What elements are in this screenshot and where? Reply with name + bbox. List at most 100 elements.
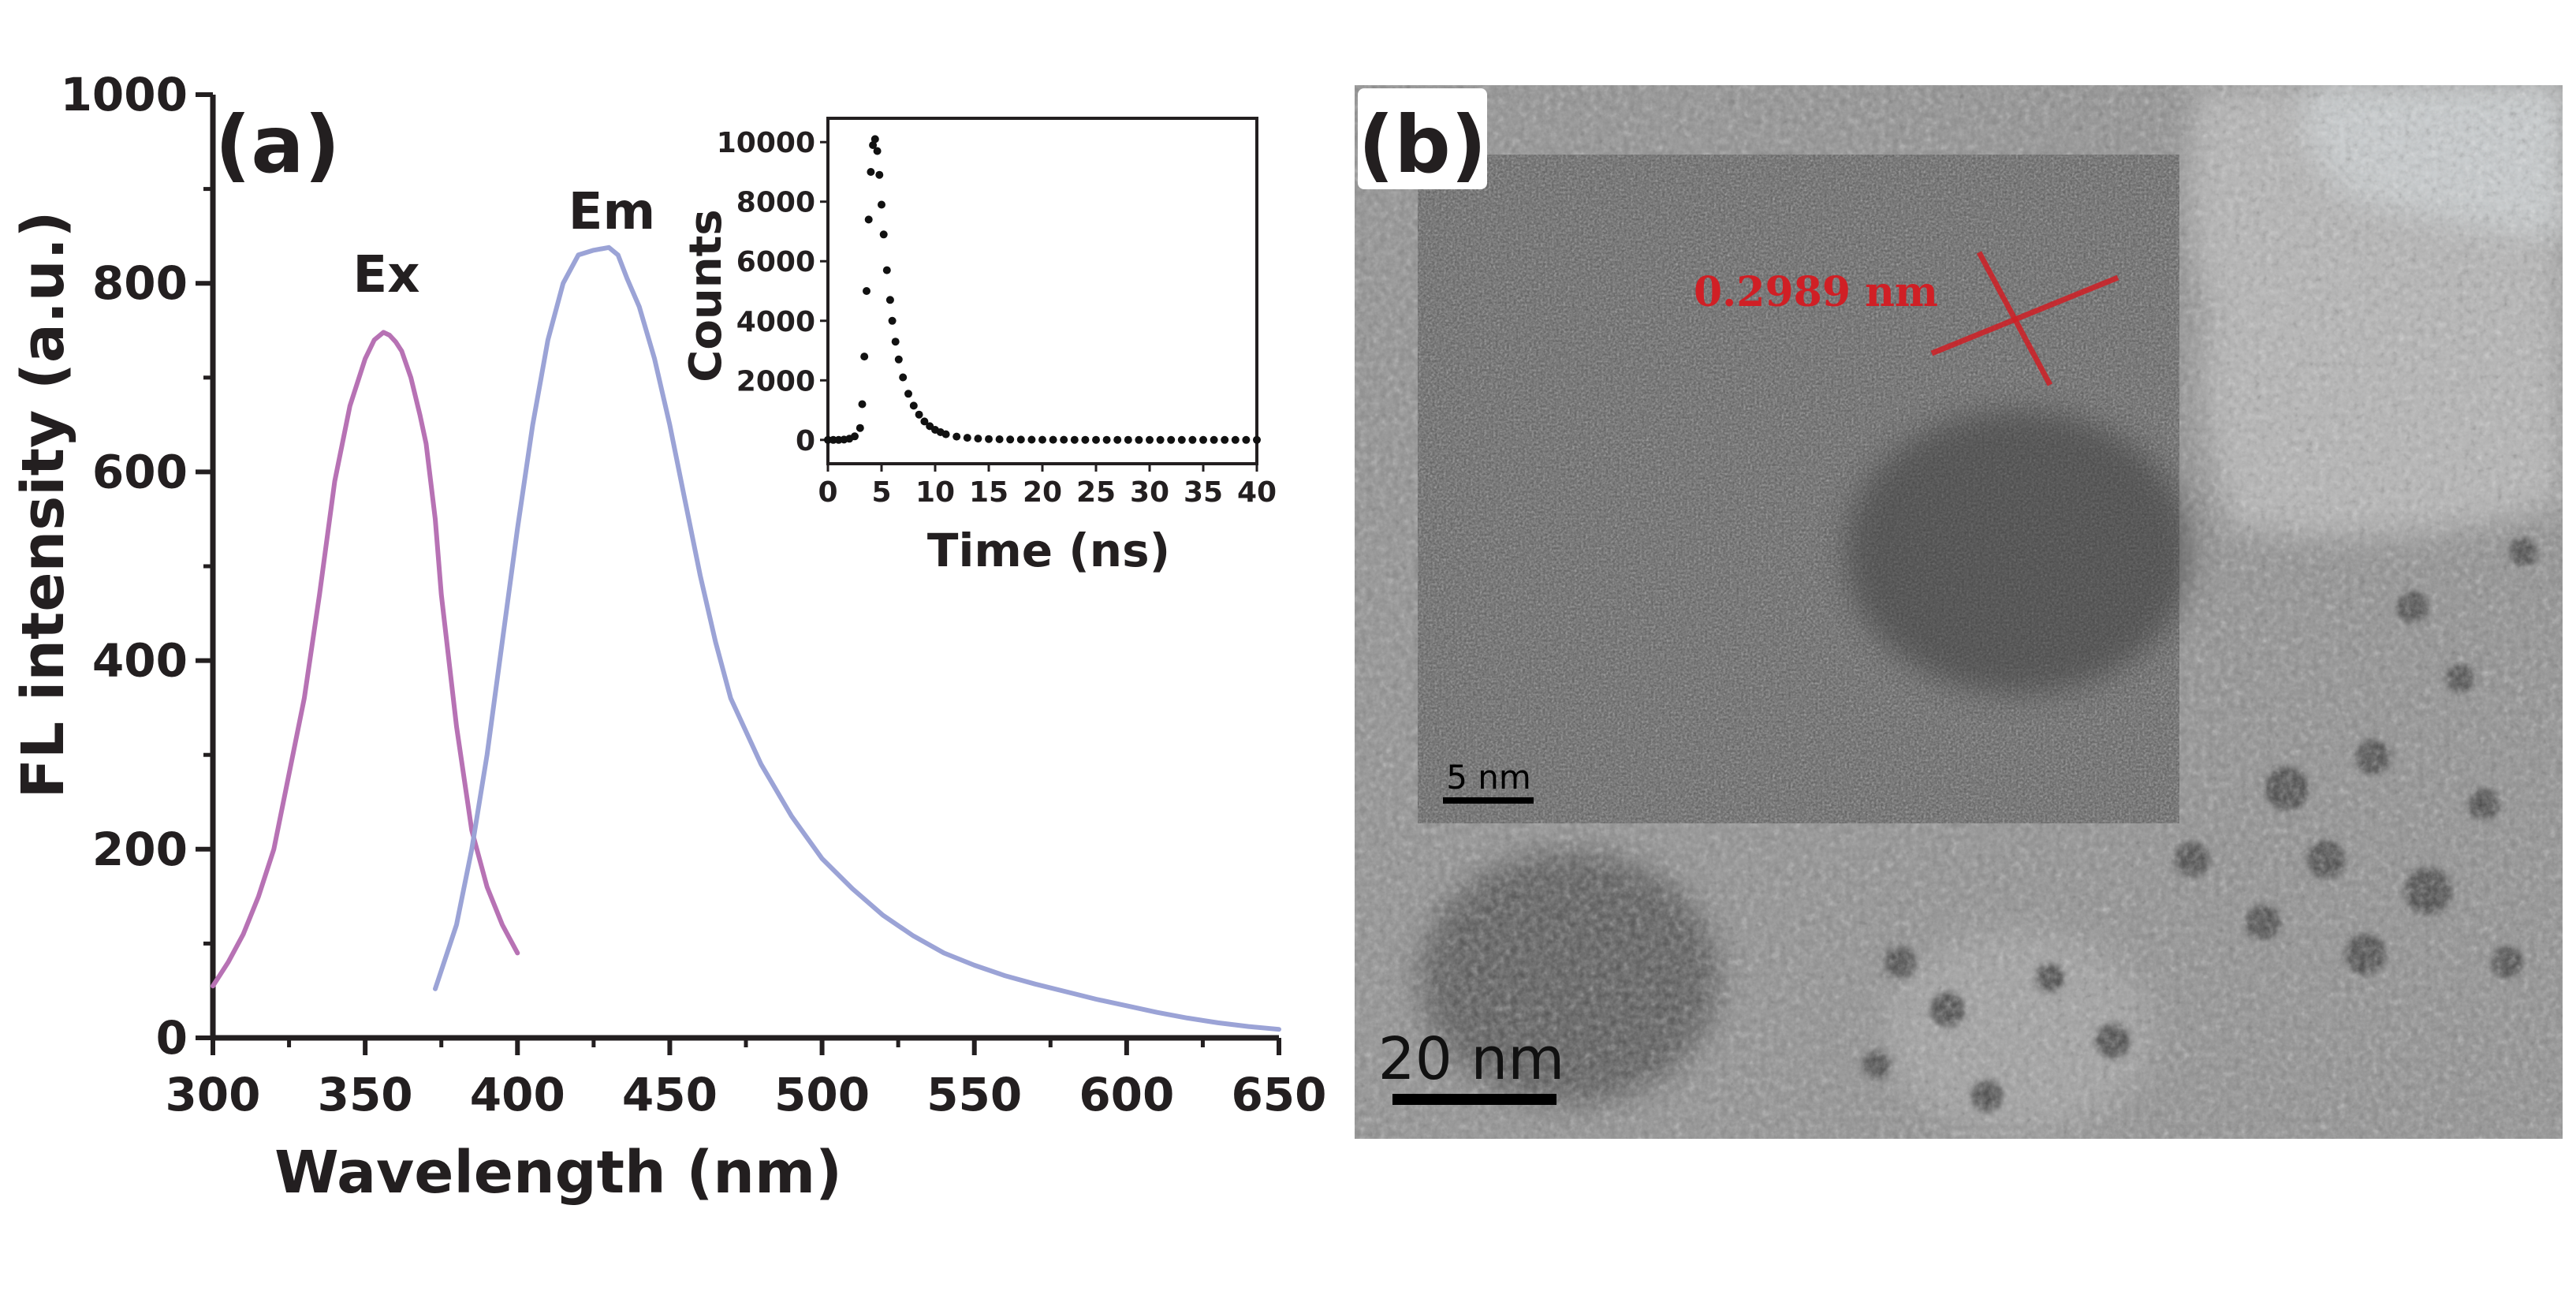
inset-x-axis-label: Time (ns) bbox=[927, 524, 1170, 577]
inset-y-axis-label: Counts bbox=[680, 209, 732, 382]
tem-micrograph: 5 nm 0.2989 nm 20 nm (b) bbox=[1355, 85, 2563, 1139]
inset-y-tick-label: 2000 bbox=[736, 365, 815, 397]
inset-x-tick-label: 10 bbox=[915, 476, 955, 509]
inset-x-tick-label: 30 bbox=[1130, 476, 1169, 509]
y-tick-label: 200 bbox=[92, 823, 188, 876]
x-tick-label: 400 bbox=[470, 1068, 565, 1121]
decay-point bbox=[875, 170, 884, 179]
decay-point bbox=[879, 230, 888, 239]
fl-spectra-chart: 300 350 400 450 500 550 600 650 020040060080010… bbox=[9, 68, 1327, 1207]
inset-x-tick-label: 5 bbox=[871, 476, 891, 509]
inset-y-tick-label: 8000 bbox=[736, 187, 815, 219]
decay-point bbox=[909, 401, 918, 410]
inset-y-tick-label: 6000 bbox=[736, 246, 815, 278]
decay-point bbox=[878, 200, 885, 209]
decay-point bbox=[985, 435, 993, 443]
scale-bar-label: 20 nm bbox=[1378, 1025, 1565, 1093]
inset-x-tick-label: 35 bbox=[1184, 476, 1223, 509]
y-tick-label: 1000 bbox=[61, 68, 188, 121]
decay-point bbox=[1177, 435, 1186, 444]
decay-point bbox=[1167, 435, 1176, 444]
decay-point bbox=[870, 135, 879, 144]
x-tick-label: 350 bbox=[318, 1068, 413, 1121]
decay-point bbox=[1210, 435, 1218, 444]
decay-point bbox=[1135, 435, 1143, 444]
decay-point bbox=[891, 338, 900, 346]
x-tick-label: 450 bbox=[622, 1068, 718, 1121]
decay-point bbox=[1156, 435, 1165, 444]
decay-point bbox=[915, 410, 923, 419]
inset-x-tick-label: 40 bbox=[1237, 476, 1277, 509]
decay-point bbox=[1006, 435, 1015, 444]
decay-point bbox=[1070, 435, 1079, 444]
decay-point bbox=[1027, 435, 1036, 444]
y-axis-label: FL intensity (a.u.) bbox=[9, 211, 77, 798]
x-axis-label: Wavelength (nm) bbox=[274, 1139, 842, 1207]
chart-axes bbox=[196, 92, 1281, 1055]
y-tick-labels: 0 200 400 600 800 1000 bbox=[61, 68, 188, 1065]
decay-point bbox=[941, 430, 950, 438]
inset-x-tick-label: 15 bbox=[969, 476, 1008, 509]
decay-point bbox=[882, 266, 891, 274]
decay-point bbox=[885, 296, 894, 304]
inset-x-tick-labels: 0 5 10 15 20 25 30 35 40 bbox=[818, 476, 1277, 509]
inset-y-tick-labels: 0 2000 4000 6000 8000 10000 bbox=[717, 127, 815, 457]
decay-point bbox=[863, 287, 870, 295]
decay-point bbox=[873, 147, 882, 155]
decay-point bbox=[1049, 435, 1057, 444]
decay-point bbox=[864, 215, 873, 224]
decay-point bbox=[904, 390, 912, 398]
annotation-em: Em bbox=[569, 183, 655, 241]
inset-scale-label: 5 nm bbox=[1446, 758, 1531, 797]
decay-point bbox=[995, 435, 1004, 443]
inset-y-tick-label: 10000 bbox=[717, 127, 815, 159]
decay-point bbox=[1113, 435, 1122, 444]
panel-label-a: (a) bbox=[215, 99, 341, 191]
decay-inset-chart: 0 5 10 15 20 25 30 35 40 0200040006000800010000 … bbox=[680, 117, 1277, 577]
annotation-ex: Ex bbox=[353, 246, 420, 304]
decay-point bbox=[1016, 435, 1025, 444]
decay-point bbox=[894, 355, 903, 364]
hrtem-dark-area bbox=[1845, 410, 2192, 694]
series-line-ex bbox=[211, 330, 520, 989]
y-tick-label: 800 bbox=[92, 256, 188, 310]
decay-point bbox=[869, 141, 878, 149]
decay-point bbox=[867, 168, 875, 176]
decay-point bbox=[888, 316, 897, 325]
x-tick-label: 600 bbox=[1079, 1068, 1174, 1121]
decay-point bbox=[899, 373, 908, 382]
inset-x-tick-label: 25 bbox=[1076, 476, 1116, 509]
inset-y-tick-label: 4000 bbox=[736, 306, 815, 338]
inset-y-tick-label: 0 bbox=[796, 425, 815, 457]
decay-point bbox=[1092, 435, 1100, 444]
decay-point bbox=[1253, 435, 1261, 444]
decay-point bbox=[1124, 435, 1132, 444]
decay-point bbox=[1231, 435, 1240, 444]
decay-point bbox=[1188, 435, 1197, 444]
inset-x-tick-label: 0 bbox=[818, 476, 837, 509]
decay-point bbox=[860, 353, 869, 361]
inset-frame bbox=[826, 117, 1258, 465]
y-tick-label: 0 bbox=[156, 1011, 188, 1065]
x-tick-label: 550 bbox=[926, 1068, 1022, 1121]
lattice-measure-line bbox=[1930, 274, 2119, 356]
decay-point bbox=[858, 400, 867, 409]
series-line-em bbox=[433, 244, 1281, 1032]
decay-point bbox=[1060, 435, 1068, 444]
x-tick-label: 300 bbox=[165, 1068, 260, 1121]
x-tick-label: 650 bbox=[1231, 1068, 1326, 1121]
decay-point bbox=[1199, 435, 1207, 444]
decay-point bbox=[1221, 435, 1229, 444]
inset-x-tick-label: 20 bbox=[1023, 476, 1062, 509]
x-tick-labels: 300 350 400 450 500 550 600 650 bbox=[165, 1068, 1326, 1121]
decay-point bbox=[1146, 435, 1154, 444]
hrtem-inset: 5 nm 0.2989 nm bbox=[1418, 155, 2192, 823]
y-tick-label: 400 bbox=[92, 634, 188, 688]
decay-point bbox=[851, 432, 859, 441]
decay-point bbox=[1102, 435, 1111, 444]
lattice-cross-line bbox=[1976, 251, 2053, 386]
decay-point bbox=[1242, 435, 1251, 444]
lattice-spacing-label: 0.2989 nm bbox=[1694, 268, 1938, 316]
decay-point bbox=[856, 424, 864, 432]
